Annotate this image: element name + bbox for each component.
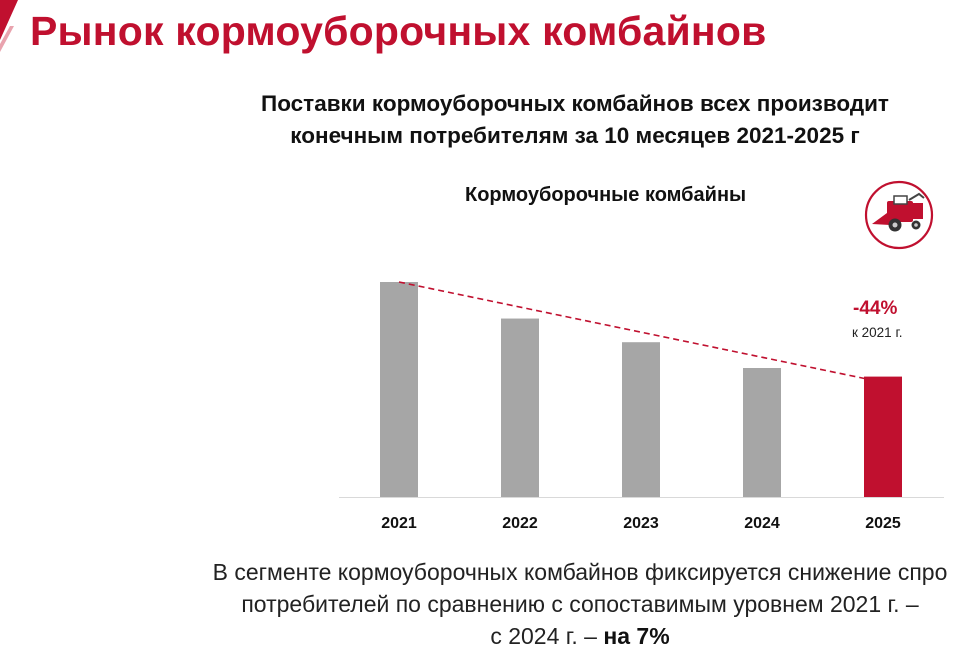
x-tick-label-2025: 2025: [865, 515, 901, 532]
corner-accent-icon: [0, 0, 18, 52]
x-tick-label-2022: 2022: [502, 515, 538, 532]
bar-2022: [501, 318, 539, 497]
bar-2024: [743, 368, 781, 497]
page-title: Рынок кормоуборочных комбайнов: [30, 8, 767, 54]
subtitle-line-2: конечным потребителям за 10 месяцев 2021…: [290, 123, 860, 148]
bar-2025: [864, 376, 902, 497]
change-note-label: к 2021 г.: [852, 325, 903, 340]
x-tick-label-2024: 2024: [744, 515, 780, 532]
caption-line-1: В сегменте кормоуборочных комбайнов фикс…: [212, 559, 948, 585]
caption-line-3: с 2024 г. – на 7%: [0, 620, 956, 652]
change-percent-label: -44%: [853, 298, 898, 319]
bar-2021: [380, 282, 418, 497]
caption-emphasis: на 7%: [603, 623, 670, 649]
chart-title: Кормоуборочные комбайны: [465, 184, 747, 206]
x-tick-label-2021: 2021: [381, 515, 417, 532]
x-tick-label-2023: 2023: [623, 515, 659, 532]
forage-harvester-icon: [864, 180, 934, 250]
summary-caption: В сегменте кормоуборочных комбайнов фикс…: [0, 556, 956, 652]
caption-line-3-text: с 2024 г. –: [490, 623, 604, 649]
bar-2023: [622, 342, 660, 497]
chart-subtitle: Поставки кормоуборочных комбайнов всех п…: [0, 88, 956, 152]
subtitle-line-1: Поставки кормоуборочных комбайнов всех п…: [261, 91, 889, 116]
caption-line-2: потребителей по сравнению с сопоставимым…: [241, 591, 919, 617]
